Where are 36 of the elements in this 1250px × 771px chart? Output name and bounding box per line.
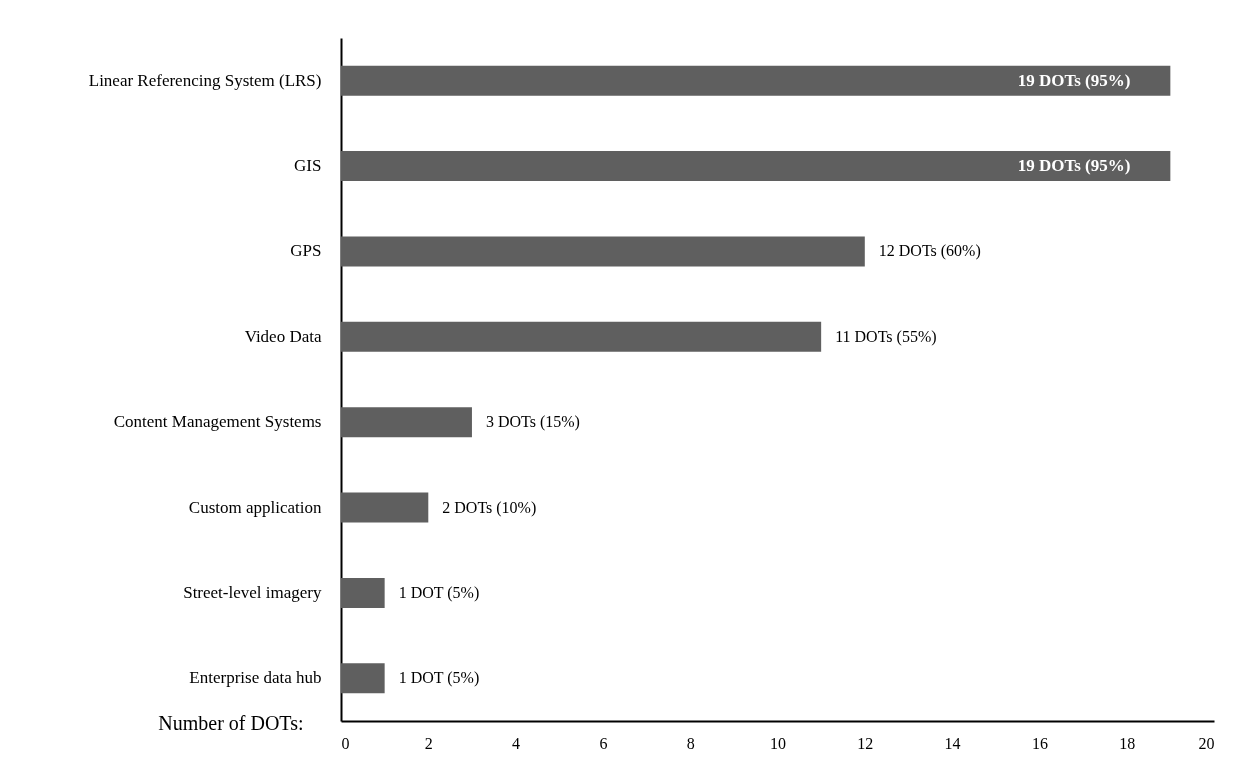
- y-tick-label: GPS: [290, 241, 322, 261]
- x-tick-label: 8: [686, 734, 695, 752]
- data-label: 12 DOTs (60%): [878, 242, 981, 261]
- x-tick-label: 16: [1031, 734, 1048, 752]
- data-label: 3 DOTs (15%): [485, 413, 580, 432]
- y-tick-label: Video Data: [244, 326, 322, 346]
- x-tick-label: 0: [341, 734, 350, 752]
- y-tick-label: Enterprise data hub: [189, 668, 322, 688]
- bar: [341, 407, 472, 438]
- x-tick-label: 4: [512, 734, 521, 752]
- bar: [341, 663, 385, 694]
- bar: [341, 65, 1171, 96]
- bar: [341, 151, 1171, 181]
- y-tick-label: Custom application: [188, 497, 322, 517]
- x-tick-label: 10: [770, 734, 786, 752]
- y-tick-label: GIS: [294, 156, 322, 176]
- bar: [341, 321, 822, 352]
- data-label: 2 DOTs (10%): [442, 498, 537, 517]
- x-tick-label: 14: [944, 734, 961, 752]
- y-tick-label: Content Management Systems: [113, 412, 322, 432]
- y-tick-label: Linear Referencing System (LRS): [88, 70, 322, 90]
- x-tick-label: 20: [1198, 734, 1215, 752]
- bar: [341, 492, 429, 523]
- x-tick-label: 2: [424, 734, 433, 752]
- data-label: 1 DOT (5%): [398, 669, 480, 688]
- bar: [341, 578, 385, 608]
- data-label: 11 DOTs (55%): [835, 327, 937, 346]
- x-axis-title: Number of DOTs:: [158, 711, 304, 734]
- x-tick-label: 18: [1119, 734, 1136, 752]
- y-tick-label: Street-level imagery: [183, 582, 322, 602]
- x-tick-label: 12: [857, 734, 874, 752]
- bar: [341, 236, 865, 267]
- data-label: 19 DOTs (95%): [1017, 156, 1131, 176]
- x-tick-label: 6: [599, 734, 608, 752]
- data-label: 19 DOTs (95%): [1017, 70, 1131, 90]
- data-label: 1 DOT (5%): [398, 583, 480, 602]
